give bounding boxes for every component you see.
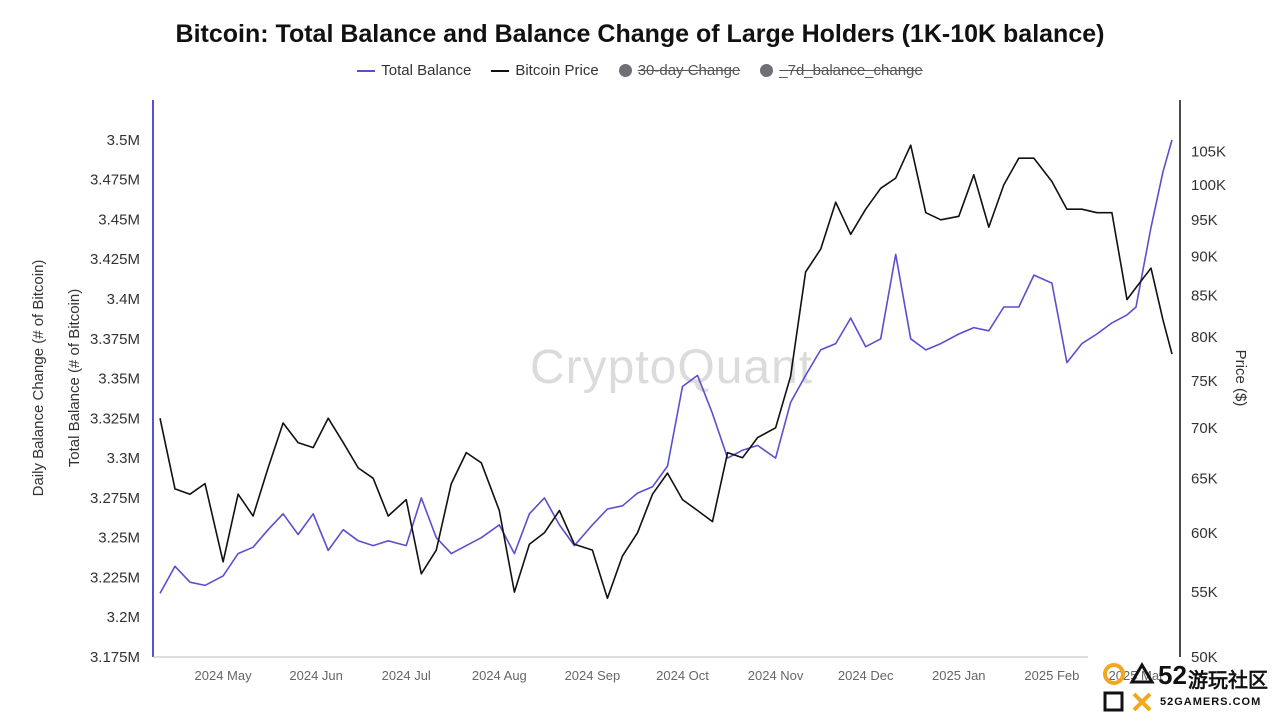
y-left-tick-label: 3.35M [98,371,140,388]
y-left-tick-label: 3.4M [107,291,140,308]
y-left-tick-label: 3.475M [90,172,140,189]
logo-chinese-text: 游玩社区 [1188,670,1268,692]
y-right-tick-label: 95K [1191,212,1218,229]
legend-line-icon [357,69,376,72]
legend-label: 30-day Change [637,62,741,79]
y-right-axis-title: Price ($) [1232,350,1249,407]
y-right-tick-label: 55K [1191,584,1218,601]
axes: 3.5M 3.475M 3.45M 3.425M 3.4M 3.375M 3.35M 3.32… [30,100,1249,683]
y-left-tick-label: 3.275M [90,490,140,507]
y-left-tick-label: 3.425M [90,251,140,268]
legend-item-total-balance[interactable]: Total Balance [357,62,471,79]
logo-shapes-icon [1103,662,1155,712]
series-lines [159,139,1173,600]
y-left-tick-label: 3.375M [90,331,140,348]
legend-label: Total Balance [381,62,472,79]
logo-number: 52 [1158,660,1187,690]
x-tick-label: 2025 Feb [1024,668,1079,683]
y-right-tick-label: 50K [1191,649,1218,666]
y-right-tick-label: 60K [1191,525,1218,542]
site-logo: 52 游玩社区 52GAMERS.COM [1100,660,1275,716]
legend-dot-icon [618,64,632,77]
y-right-tick-label: 105K [1191,144,1226,161]
x-tick-label: 2024 May [195,668,253,683]
y-left-tick-label: 3.3M [107,450,140,467]
legend-item-7d-balance-change[interactable]: _7d_balance_change [760,62,923,79]
x-tick-label: 2024 Sep [565,668,621,683]
x-tick-label: 2024 Jun [289,668,343,683]
y-left-tick-label: 3.45M [98,211,140,228]
legend-item-bitcoin-price[interactable]: Bitcoin Price [491,62,599,79]
x-tick-label: 2024 Dec [838,668,894,683]
legend-dot-icon [760,64,774,77]
x-tick-label: 2025 Jan [932,668,986,683]
y-right-tick-label: 75K [1191,373,1218,390]
legend-line-icon [491,69,510,72]
x-tick-label: 2024 Nov [748,668,804,683]
total-balance-line [159,139,1173,594]
x-tick-label: 2024 Jul [382,668,431,683]
y-left-tick-label: 3.325M [90,410,140,427]
y-left-outer-axis-title: Daily Balance Change (# of Bitcoin) [30,260,47,497]
y-right-tick-label: 80K [1191,329,1218,346]
y-left-inner-axis-title: Total Balance (# of Bitcoin) [66,289,83,467]
legend-label: _7d_balance_change [779,62,923,79]
y-right-tick-label: 90K [1191,249,1218,266]
logo-english-text: 52GAMERS.COM [1160,696,1262,708]
chart-title: Bitcoin: Total Balance and Balance Chang… [175,20,1105,48]
y-right-tick-label: 70K [1191,420,1218,437]
legend-label: Bitcoin Price [515,62,599,79]
legend-item-30-day-change[interactable]: 30-day Change [618,62,741,79]
y-left-tick-label: 3.5M [107,132,140,149]
y-left-tick-label: 3.2M [107,609,140,626]
y-left-tick-label: 3.25M [98,530,140,547]
y-right-tick-label: 65K [1191,470,1218,487]
bitcoin-price-line [159,144,1173,600]
x-tick-label: 2024 Oct [656,668,709,683]
x-tick-label: 2024 Aug [472,668,527,683]
y-left-tick-label: 3.225M [90,569,140,586]
y-left-tick-label: 3.175M [90,649,140,666]
chart-legend: Total Balance Bitcoin Price 30-day Chang… [0,62,1280,79]
watermark: CryptoQuant [530,341,814,394]
y-right-tick-label: 85K [1191,288,1218,305]
y-right-tick-label: 100K [1191,177,1226,194]
